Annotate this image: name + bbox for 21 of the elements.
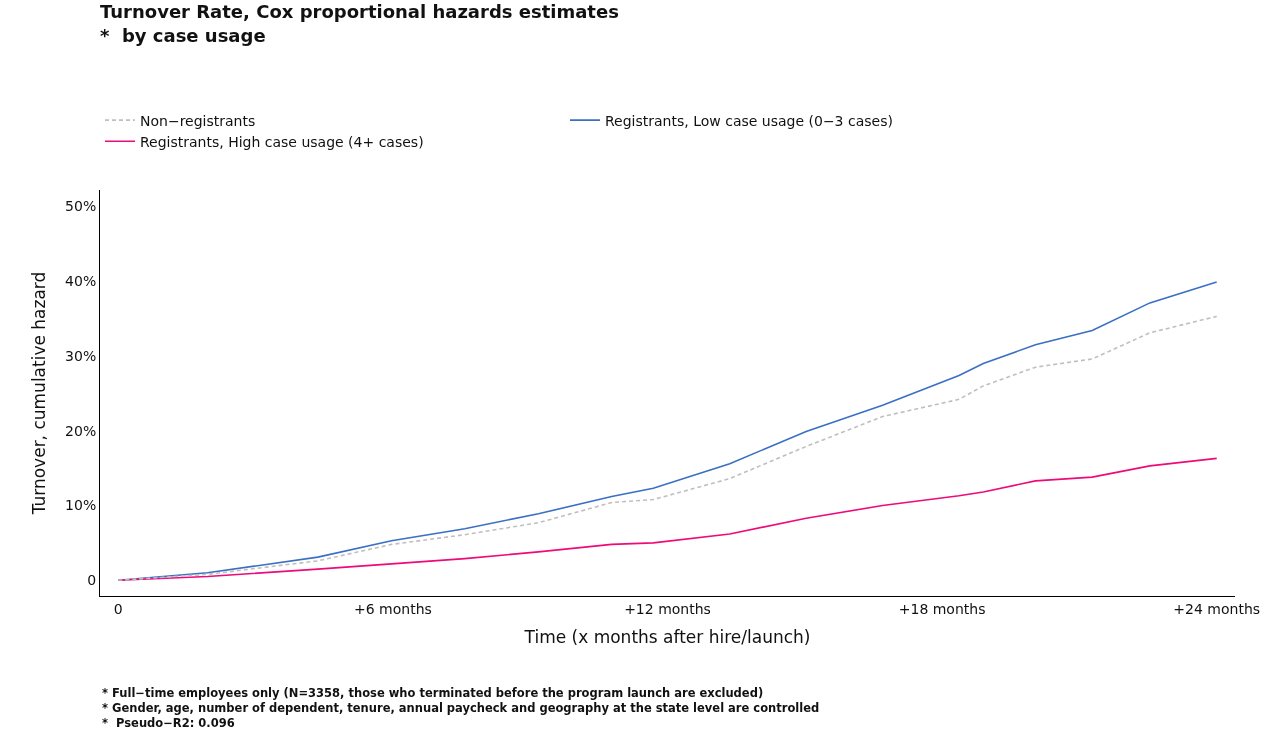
y-tick-label: 10% [65,497,97,514]
text: * Pseudo−R2: 0.096 [102,716,235,730]
chart-title: Turnover Rate, Cox proportional hazards estimates [100,1,619,23]
x-tick-label: 0 [113,600,123,617]
chart-subtitle: * by case usage [100,24,266,46]
x-tick-label: +18 months [898,600,986,617]
y-tick-label: 50% [65,198,97,215]
x-axis-title: Time (x months after hire/launch) [523,627,811,648]
legend-label: Registrants, High case usage (4+ cases) [140,133,424,150]
y-tick-label: 0 [87,572,97,589]
x-tick-label: +24 months [1173,600,1261,617]
x-tick-label: +12 months [624,600,711,617]
y-tick-label: 20% [65,422,97,439]
y-axis-title: Turnover, cumulative hazard [28,271,49,516]
y-tick-label: 30% [65,347,97,364]
y-tick-label: 40% [65,273,97,290]
x-tick-label: +6 months [353,600,432,617]
text: * Gender, age, number of dependent, tenure, annual paycheck and geography at the state level are controlled [102,701,820,715]
legend-label: Registrants, Low case usage (0−3 cases) [605,112,893,129]
legend-label: Non−registrants [140,112,256,129]
text: * Full−time employees only (N=3358, those who terminated before the program launch are excluded) [102,686,764,700]
